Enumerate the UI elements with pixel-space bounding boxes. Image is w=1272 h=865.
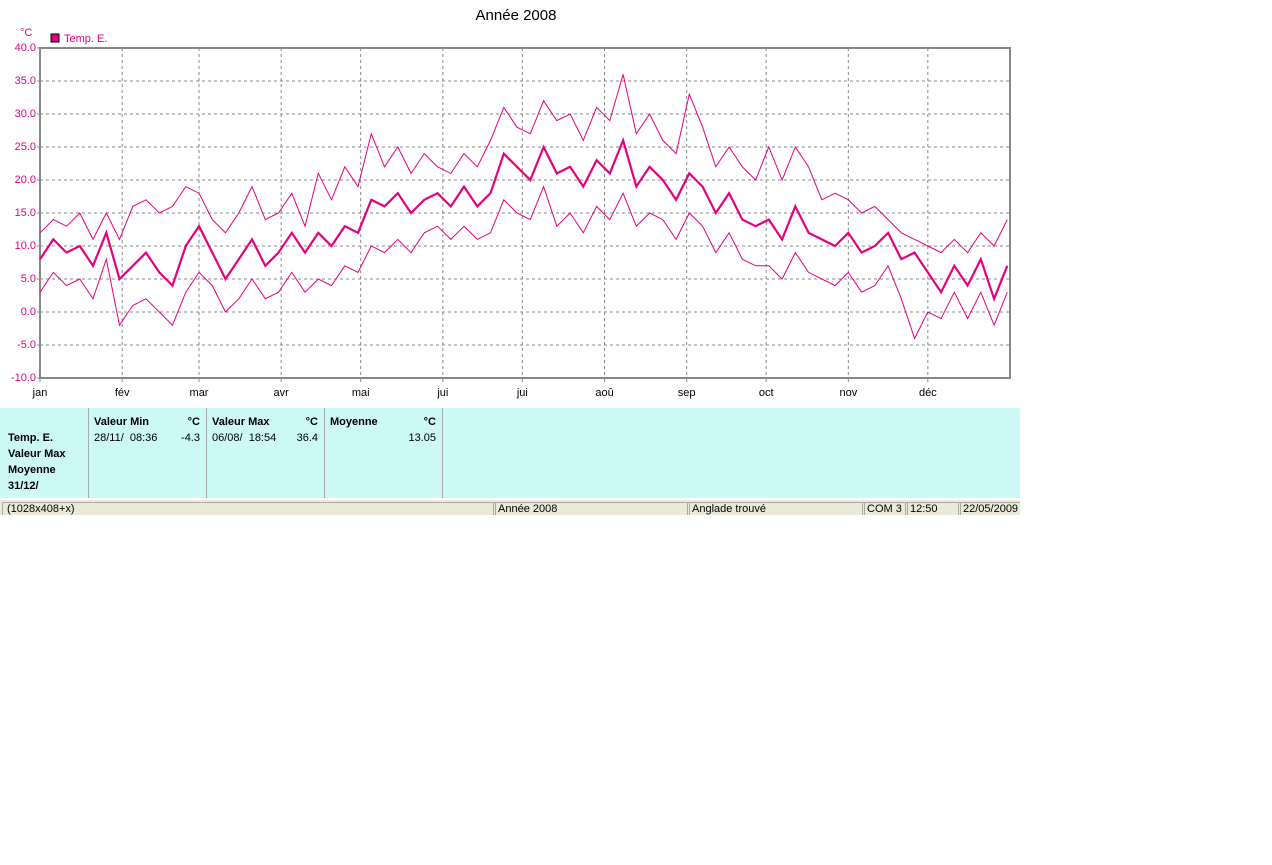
series-line: [39, 74, 1008, 254]
x-tick-label: aoû: [595, 387, 613, 399]
stats-panel: Temp. E. Valeur Max Moyenne 31/12/Valeur Mi…: [0, 408, 1020, 498]
chart: Année 2008 °C Temp. E. -10.0 -5.0 0.0 5.0 10…: [11, 7, 1011, 399]
y-tick-label: 0.0: [21, 306, 36, 318]
y-tick-label: 25.0: [15, 141, 36, 153]
y-tick-label: 15.0: [15, 207, 36, 219]
status-bar: (1028x408+x) Année 2008 Anglade trouvé COM …: [0, 500, 1020, 515]
stats-value: 13.05: [408, 432, 436, 444]
x-tick-label: mar: [190, 387, 209, 399]
stats-column: Moyenne °C 13.05: [325, 408, 443, 498]
stats-label: 31/12/: [8, 480, 39, 492]
y-tick-label: 35.0: [15, 75, 36, 87]
x-tick-label: déc: [919, 387, 937, 399]
stats-date: 28/11/ 08:36: [94, 432, 158, 444]
x-tick-label: jan: [32, 387, 48, 399]
x-tick-label: jui: [436, 387, 448, 399]
y-tick-label: 5.0: [21, 273, 36, 285]
stats-date: 06/08/ 18:54: [212, 432, 277, 444]
stats-unit: °C: [187, 416, 200, 428]
status-field: Année 2008: [493, 502, 690, 515]
stats-title: Valeur Min: [94, 416, 150, 428]
stats-unit: °C: [423, 416, 436, 428]
stats-label: Temp. E.: [8, 432, 54, 444]
stats-label: Moyenne: [8, 464, 56, 476]
x-tick-label: oct: [759, 387, 774, 399]
y-tick-label: 30.0: [15, 108, 36, 120]
x-tick-label: sep: [678, 387, 696, 399]
x-tick-label: jui: [516, 387, 528, 399]
series-line: [39, 137, 1009, 302]
stats-title: Valeur Max: [212, 416, 270, 428]
stats-label: Valeur Max: [8, 448, 66, 460]
x-tick-label: fév: [115, 387, 130, 399]
legend-swatch: [50, 33, 60, 43]
status-field: COM 3: [862, 502, 908, 515]
series-line: [39, 185, 1008, 340]
stats-labels: Temp. E. Valeur Max Moyenne 31/12/: [0, 408, 89, 498]
stats-column: Valeur Max °C 06/08/ 18:54 36.4: [207, 408, 325, 498]
x-tick-label: mai: [352, 387, 370, 399]
y-axis-label: °C: [20, 27, 32, 39]
stats-value: 36.4: [296, 432, 318, 444]
stats-title: Moyenne: [330, 416, 378, 428]
status-field: 22/05/2009: [958, 502, 1020, 515]
chart-title: Année 2008: [476, 7, 557, 24]
x-tick-label: nov: [839, 387, 857, 399]
stats-value: -4.3: [181, 432, 200, 444]
y-tick-label: -5.0: [17, 339, 36, 351]
status-field: 12:50: [905, 502, 961, 515]
y-tick-label: 40.0: [15, 42, 36, 54]
stats-column: Valeur Min °C 28/11/ 08:36 -4.3: [89, 408, 207, 498]
legend-label: Temp. E.: [64, 33, 107, 45]
y-tick-label: 20.0: [15, 174, 36, 186]
stats-unit: °C: [305, 416, 318, 428]
y-tick-label: 10.0: [15, 240, 36, 252]
status-field: Anglade trouvé: [687, 502, 865, 515]
x-tick-label: avr: [274, 387, 290, 399]
y-tick-label: -10.0: [11, 372, 36, 384]
status-field: (1028x408+x): [2, 502, 496, 515]
